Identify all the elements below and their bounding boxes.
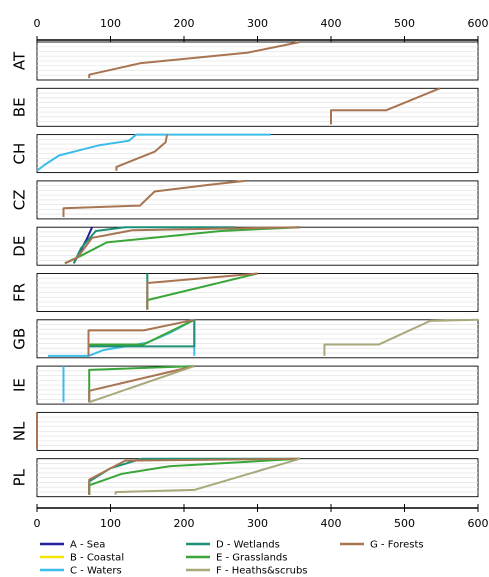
series-FR-G bbox=[146, 272, 258, 310]
panel-CZ: CZ bbox=[11, 180, 479, 220]
bottom-tick-label-500: 500 bbox=[394, 517, 415, 530]
legend-item-B: B - Coastal bbox=[40, 553, 124, 564]
panel-label-DE: DE bbox=[11, 236, 29, 257]
bottom-axis: 0 100 200 300 400 500 600 bbox=[34, 504, 489, 530]
series-CH-C bbox=[36, 133, 271, 172]
series-GB-F bbox=[323, 318, 479, 356]
panel-PL: PL bbox=[11, 458, 479, 498]
top-tick-label-100: 100 bbox=[100, 17, 121, 30]
series-AT-G bbox=[88, 41, 301, 79]
panel-label-IE: IE bbox=[11, 378, 29, 392]
top-tick-label-300: 300 bbox=[247, 17, 268, 30]
panel-label-BE: BE bbox=[11, 97, 29, 117]
top-axis: 0 100 200 300 400 500 600 bbox=[34, 17, 489, 44]
bottom-tick-label-600: 600 bbox=[468, 517, 489, 530]
legend-item-C: C - Waters bbox=[40, 566, 122, 577]
panel-label-AT: AT bbox=[11, 51, 29, 70]
panel-label-FR: FR bbox=[11, 283, 29, 302]
panel-FR: FR bbox=[11, 273, 479, 312]
series-BE-G bbox=[330, 87, 441, 125]
bottom-tick-label-100: 100 bbox=[100, 517, 121, 530]
legend-label-B: B - Coastal bbox=[70, 553, 124, 564]
top-tick-label-400: 400 bbox=[321, 17, 342, 30]
legend-label-D: D - Wetlands bbox=[216, 540, 280, 551]
legend-item-A: A - Sea bbox=[40, 540, 105, 551]
panels: AT BE CH CZ DE FR GB IE NL PL bbox=[11, 41, 479, 498]
series-CZ-G bbox=[62, 179, 246, 217]
panel-label-NL: NL bbox=[11, 421, 29, 441]
series-PL-G bbox=[88, 457, 301, 495]
top-tick-label-200: 200 bbox=[174, 17, 195, 30]
top-tick-label-500: 500 bbox=[394, 17, 415, 30]
panel-label-GB: GB bbox=[11, 328, 29, 350]
legend-label-G: G - Forests bbox=[370, 540, 424, 551]
legend-label-C: C - Waters bbox=[70, 566, 122, 577]
legend: A - Sea B - Coastal C - Waters D - Wetlands… bbox=[40, 540, 424, 577]
panel-CH: CH bbox=[11, 134, 479, 174]
panel-label-CH: CH bbox=[11, 143, 29, 165]
legend-item-G: G - Forests bbox=[340, 540, 424, 551]
panel-DE: DE bbox=[11, 226, 479, 266]
series-DE-D bbox=[72, 226, 236, 264]
legend-item-E: E - Grasslands bbox=[186, 553, 288, 564]
series-GB-G bbox=[87, 318, 195, 356]
panel-AT: AT bbox=[11, 41, 479, 81]
series-DE-G bbox=[64, 226, 301, 265]
legend-label-E: E - Grasslands bbox=[216, 553, 288, 564]
panel-label-PL: PL bbox=[11, 468, 29, 486]
series-IE-F bbox=[88, 365, 195, 404]
legend-item-D: D - Wetlands bbox=[186, 540, 280, 551]
panel-BE: BE bbox=[11, 87, 479, 127]
legend-label-A: A - Sea bbox=[70, 540, 105, 551]
panel-GB: GB bbox=[11, 319, 479, 359]
bottom-tick-label-0: 0 bbox=[34, 517, 41, 530]
legend-item-F: F - Heaths&scrubs bbox=[186, 566, 308, 577]
panel-NL: NL bbox=[11, 411, 479, 451]
top-tick-label-600: 600 bbox=[468, 17, 489, 30]
legend-label-F: F - Heaths&scrubs bbox=[216, 566, 308, 577]
series-IE-G bbox=[88, 365, 195, 403]
bottom-tick-label-400: 400 bbox=[321, 517, 342, 530]
top-tick-label-0: 0 bbox=[34, 17, 41, 30]
bottom-tick-label-200: 200 bbox=[174, 517, 195, 530]
panel-label-CZ: CZ bbox=[11, 190, 29, 211]
series-CH-G bbox=[115, 134, 169, 171]
bottom-tick-label-300: 300 bbox=[247, 517, 268, 530]
series-PL-F bbox=[114, 457, 301, 495]
panel-IE: IE bbox=[11, 365, 479, 405]
